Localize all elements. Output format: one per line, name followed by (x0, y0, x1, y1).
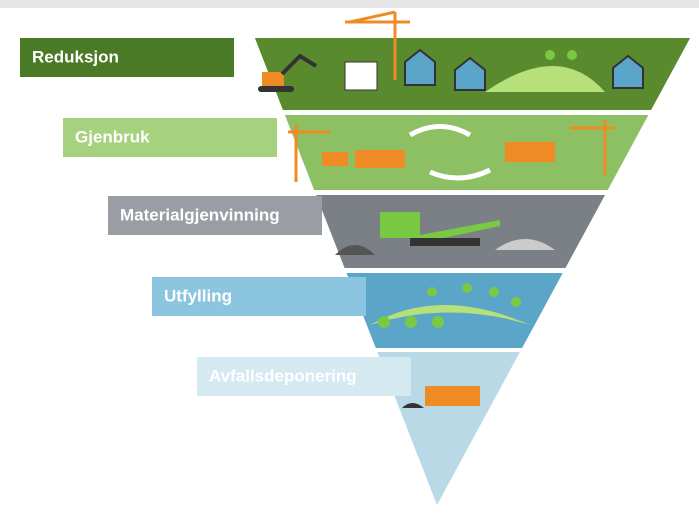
excavator (322, 152, 348, 166)
waste-hierarchy: Reduksjon Gjenbruk Materialgjenvinning Utfy… (0, 0, 699, 532)
building (345, 62, 377, 90)
level-label: Gjenbruk (75, 127, 150, 146)
top-strip (0, 0, 699, 8)
truck (505, 142, 555, 162)
bands (255, 38, 690, 505)
level-label: Materialgjenvinning (120, 205, 280, 224)
level-label: Reduksjon (32, 47, 119, 66)
truck (355, 150, 405, 168)
level-label: Utfylling (164, 286, 232, 305)
level-label: Avfallsdeponering (209, 366, 357, 385)
truck (425, 386, 480, 406)
